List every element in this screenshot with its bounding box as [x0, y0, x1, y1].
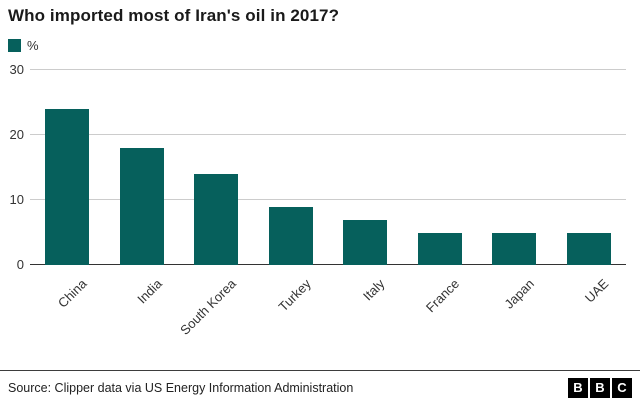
x-axis-label: UAE: [581, 276, 612, 306]
y-axis-label: 20: [9, 127, 24, 142]
x-axis-label: Italy: [360, 276, 388, 304]
bar-slot: [30, 109, 105, 265]
x-axis-labels: China India South Korea Turkey Italy France Ja…: [30, 266, 626, 370]
bar-france: [417, 232, 462, 265]
gridline: [30, 199, 626, 200]
plot-area: [30, 69, 626, 265]
legend-label: %: [27, 38, 39, 53]
bbc-logo-block: B: [590, 377, 610, 398]
legend: %: [8, 38, 39, 53]
bar-slot: [254, 206, 329, 265]
x-axis-label: France: [423, 276, 463, 316]
bar-slot: [328, 219, 403, 265]
bbc-logo-block: B: [568, 377, 588, 398]
bbc-logo: B B C: [568, 377, 632, 398]
gridline: [30, 69, 626, 70]
bar-turkey: [268, 206, 313, 265]
x-axis-line: [30, 264, 626, 265]
bars: [30, 70, 626, 265]
bar-slot: [179, 174, 254, 265]
source-text: Source: Clipper data via US Energy Infor…: [8, 380, 354, 395]
bar-slot: [477, 232, 552, 265]
gridline: [30, 134, 626, 135]
bar-italy: [343, 219, 388, 265]
bar-india: [119, 148, 164, 265]
x-axis-label: South Korea: [177, 276, 239, 338]
bar-japan: [492, 232, 537, 265]
bbc-logo-block: C: [612, 377, 632, 398]
x-axis-label: Turkey: [274, 276, 314, 315]
bar-slot: [552, 232, 627, 265]
x-axis-label: Japan: [501, 276, 537, 312]
bar-slot: [403, 232, 478, 265]
legend-swatch: [8, 39, 21, 52]
chart-title: Who imported most of Iran's oil in 2017?: [8, 6, 340, 25]
bar-south-korea: [194, 174, 239, 265]
y-axis-label: 30: [9, 62, 24, 77]
y-axis-labels: 0 10 20 30: [0, 62, 24, 272]
x-axis-label: India: [133, 276, 165, 307]
bar-china: [45, 109, 90, 265]
footer: Source: Clipper data via US Energy Infor…: [0, 370, 640, 404]
y-axis-label: 0: [16, 257, 24, 272]
bar-slot: [105, 148, 180, 265]
y-axis-label: 10: [9, 192, 24, 207]
x-axis-label: China: [55, 276, 90, 311]
bar-uae: [566, 232, 611, 265]
